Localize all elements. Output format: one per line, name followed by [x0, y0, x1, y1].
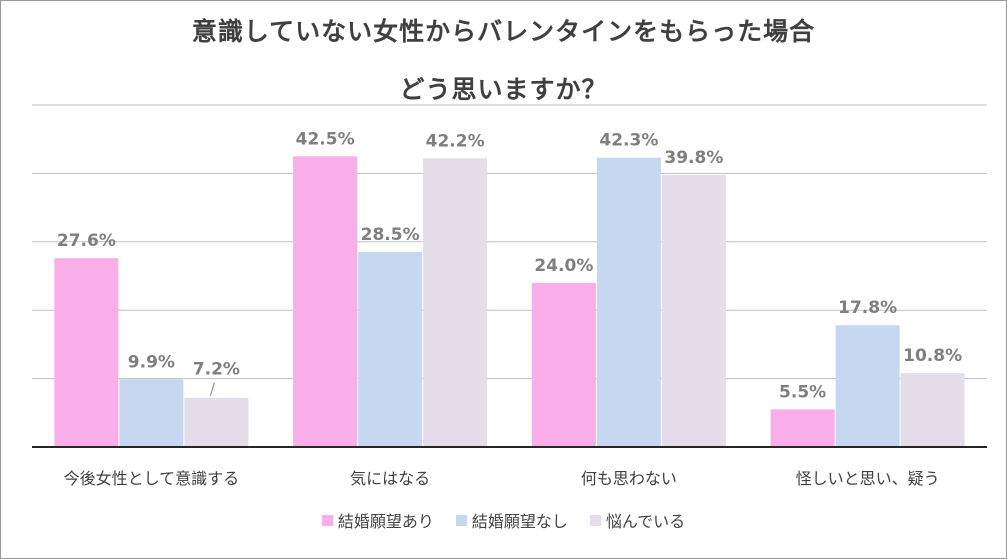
legend-label: 悩んでいる	[605, 512, 686, 531]
data-label: 7.2%	[193, 359, 240, 379]
legend-label: 結婚願望なし	[471, 512, 568, 531]
data-label: 9.9%	[128, 352, 175, 372]
legend-item: 悩んでいる	[589, 508, 686, 532]
legend-swatch	[455, 514, 467, 526]
legend-item: 結婚願望なし	[455, 508, 568, 532]
bar	[661, 174, 726, 447]
bar	[423, 158, 488, 448]
data-label: 10.8%	[903, 346, 962, 366]
legend-label: 結婚願望あり	[337, 512, 434, 531]
bar	[596, 157, 661, 447]
data-label: 28.5%	[361, 225, 420, 245]
bar	[900, 373, 965, 447]
bar	[531, 282, 596, 447]
legend-swatch	[589, 514, 601, 526]
legend-item: 結婚願望あり	[321, 508, 434, 532]
bar	[358, 252, 423, 447]
data-label: 39.8%	[664, 148, 723, 168]
category-label: 何も思わない	[581, 469, 677, 488]
legend-swatch	[321, 514, 333, 526]
bar	[54, 258, 119, 447]
data-label: 17.8%	[838, 298, 897, 318]
data-label: 42.3%	[599, 131, 658, 151]
data-label: 42.2%	[426, 131, 485, 151]
bar	[293, 156, 358, 448]
chart-title-line-1: 意識していない女性からバレンタインをもらった場合	[191, 17, 816, 46]
bar	[835, 325, 900, 447]
data-label: 5.5%	[779, 382, 826, 402]
data-label: 27.6%	[57, 231, 116, 251]
bar	[770, 409, 835, 447]
data-label: 24.0%	[534, 256, 593, 276]
chart-legend: 結婚願望あり 結婚願望なし 悩んでいる	[0, 508, 1007, 532]
chart-title-line-2: どう思いますか？	[399, 75, 608, 104]
data-label-leader	[209, 382, 215, 396]
bar	[119, 379, 184, 447]
bar	[184, 397, 249, 447]
data-label: 42.5%	[296, 129, 355, 149]
category-label: 気にはなる	[350, 469, 430, 488]
category-label: 怪しいと思い、疑う	[796, 469, 940, 488]
category-label: 今後女性として意識する	[64, 469, 240, 488]
